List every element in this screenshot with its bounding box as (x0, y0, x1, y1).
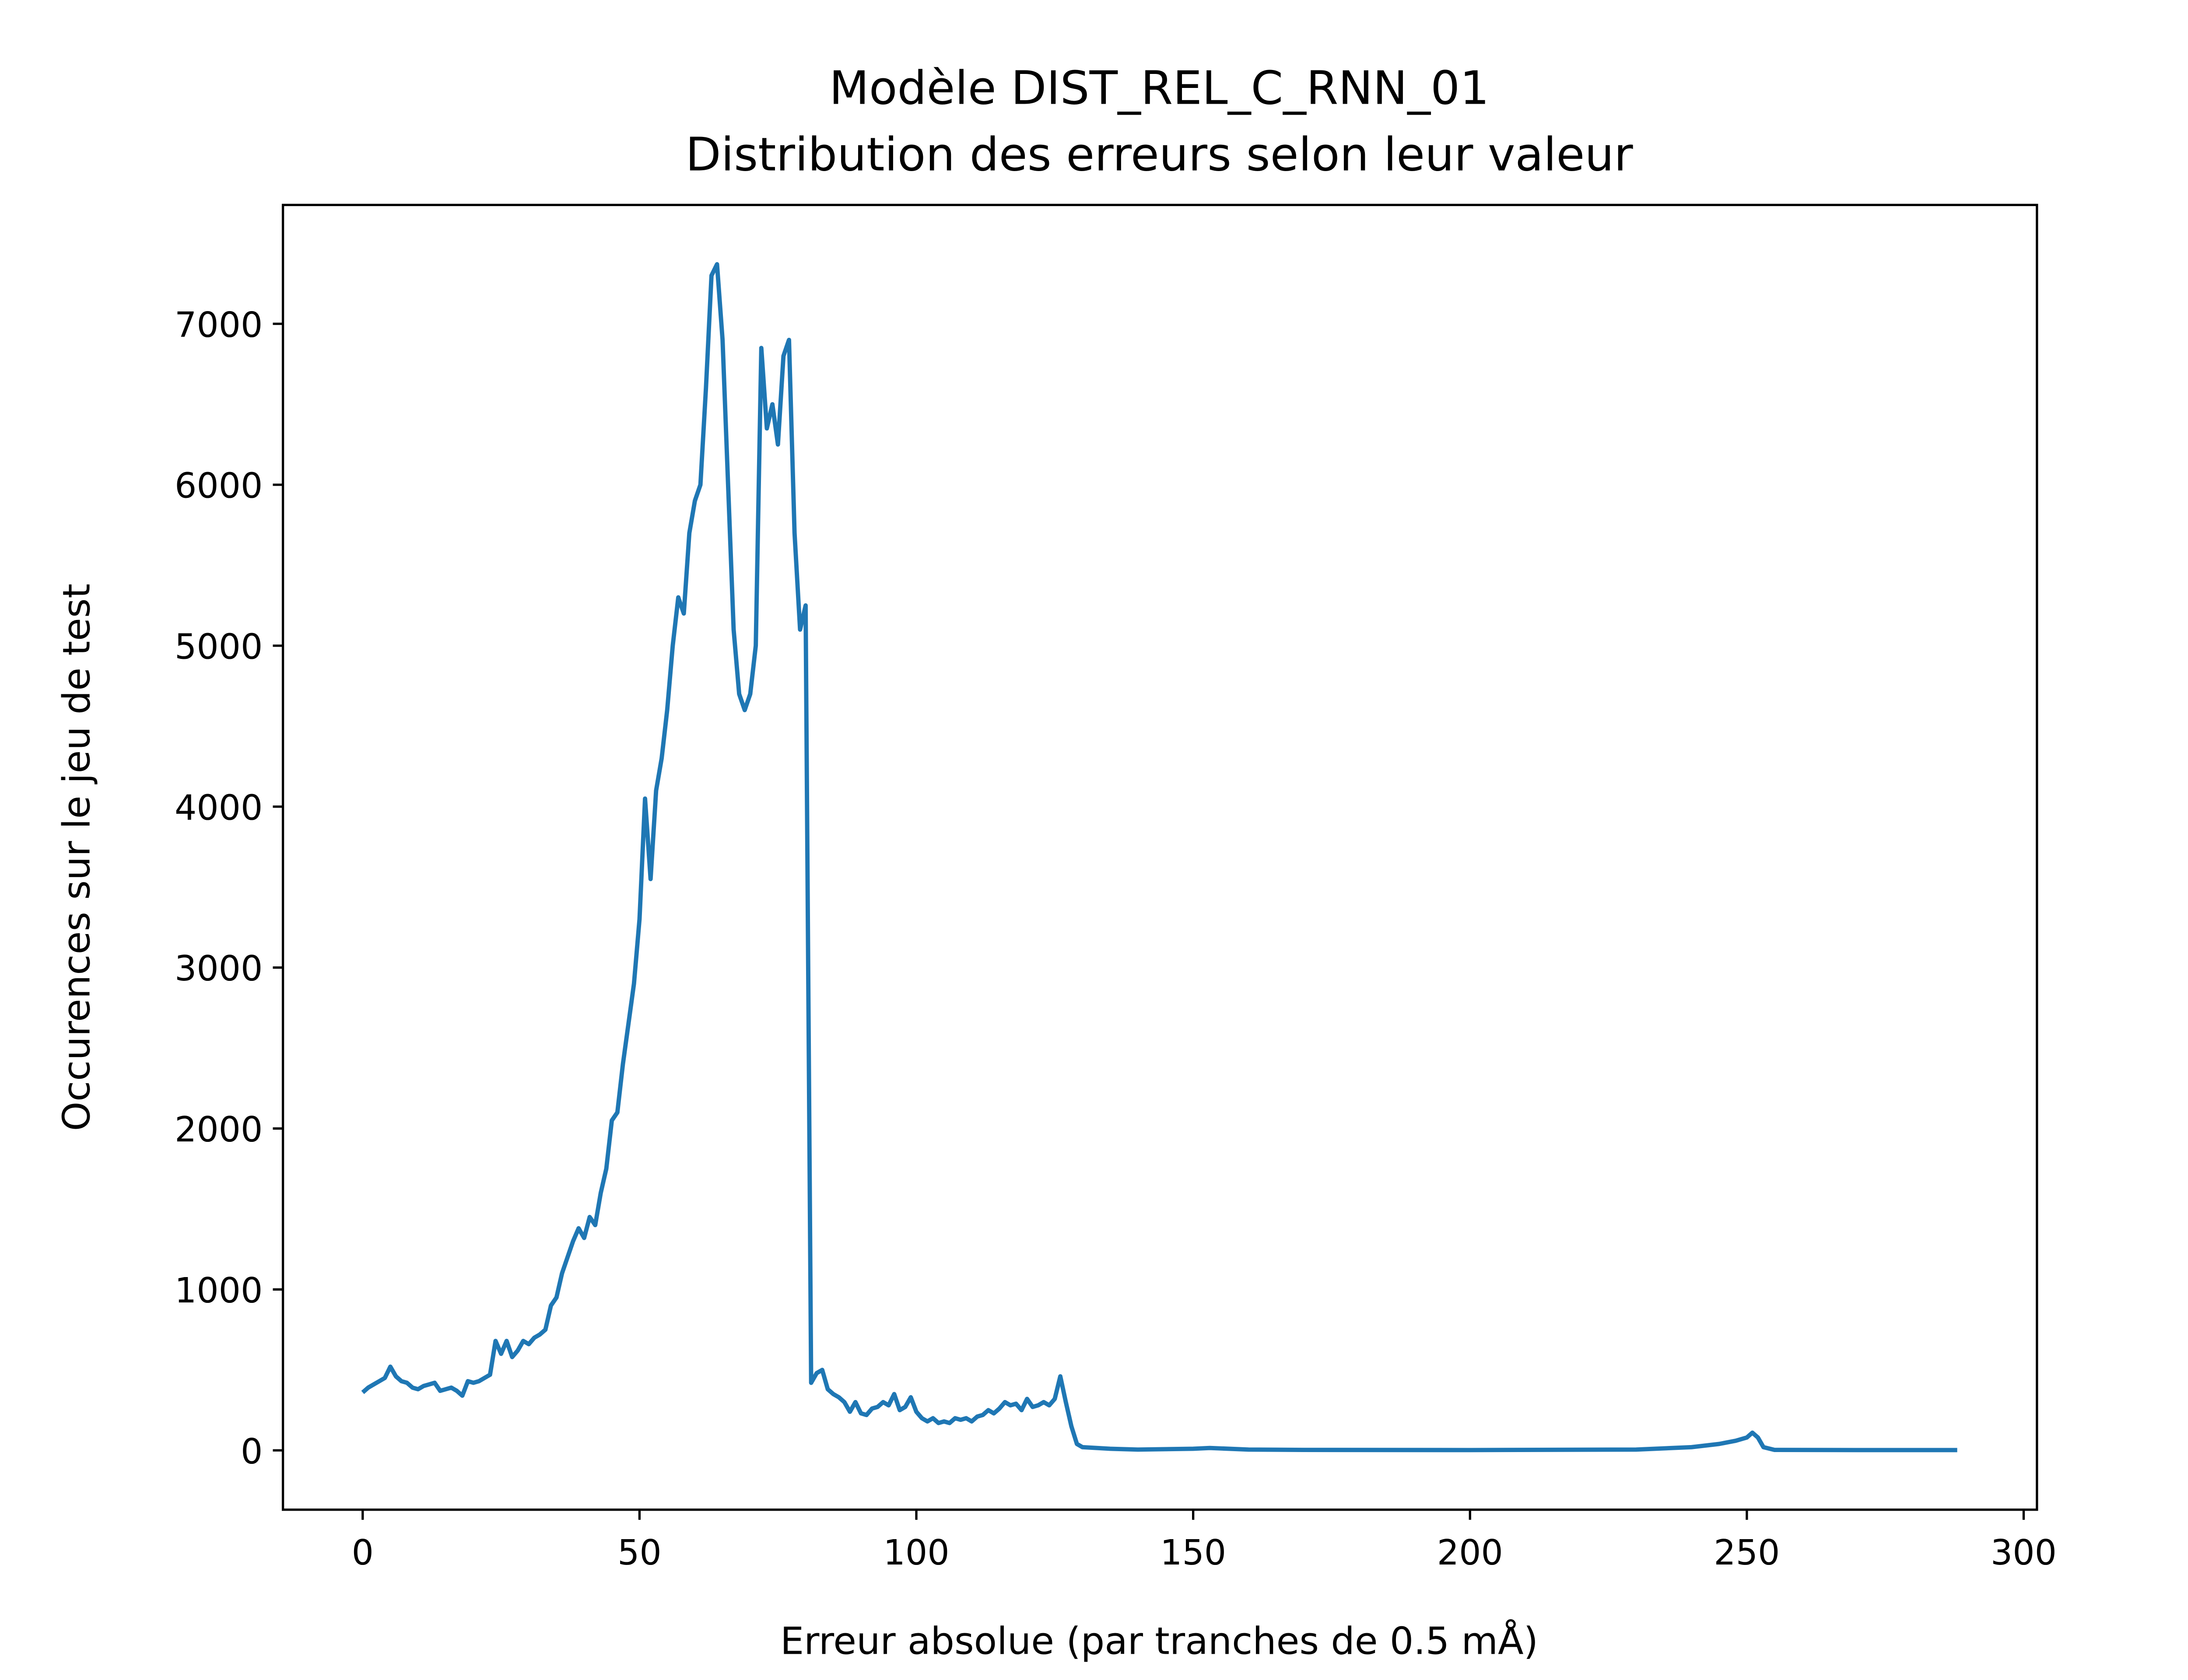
x-tick-label: 200 (1437, 1533, 1503, 1573)
x-axis-label: Erreur absolue (par tranches de 0.5 mÅ) (780, 1619, 1538, 1663)
y-tick-label: 2000 (175, 1110, 263, 1150)
y-axis-label: Occurences sur le jeu de test (55, 584, 99, 1131)
x-tick-label: 0 (352, 1533, 374, 1573)
x-tick-label: 150 (1160, 1533, 1226, 1573)
y-tick-label: 4000 (175, 788, 263, 828)
y-tick-label: 6000 (175, 466, 263, 506)
x-tick-label: 300 (1991, 1533, 2057, 1573)
chart-title: Modèle DIST_REL_C_RNN_01 (829, 61, 1489, 115)
y-tick-label: 0 (241, 1432, 263, 1472)
x-tick-label: 250 (1714, 1533, 1780, 1573)
y-tick-label: 5000 (175, 627, 263, 667)
y-tick-label: 7000 (175, 305, 263, 345)
plot-frame (281, 203, 2038, 1511)
y-tick-label: 3000 (175, 948, 263, 989)
data-line (361, 262, 1957, 1452)
x-tick-label: 100 (883, 1533, 949, 1573)
y-tick-label: 1000 (175, 1270, 263, 1311)
chart-title: Distribution des erreurs selon leur vale… (685, 127, 1633, 181)
x-tick-label: 50 (617, 1533, 662, 1573)
